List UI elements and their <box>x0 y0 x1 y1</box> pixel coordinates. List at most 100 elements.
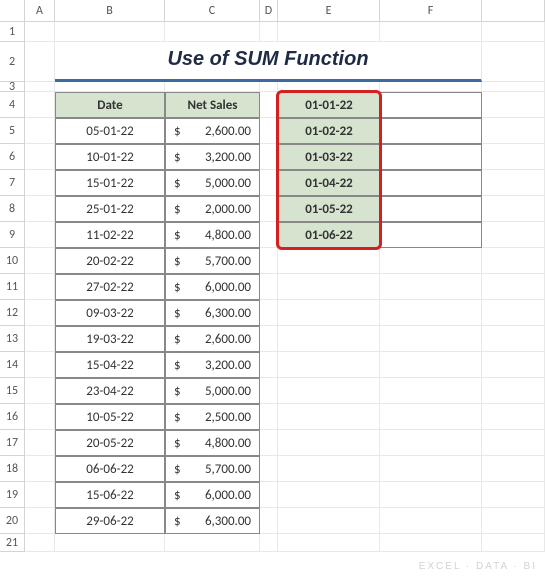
row-header-4[interactable]: 4 <box>0 92 25 118</box>
table-sales-13[interactable]: $5,700.00 <box>165 456 260 482</box>
cell-F3[interactable] <box>380 82 482 92</box>
table-sales-14[interactable]: $6,000.00 <box>165 482 260 508</box>
cell-D6[interactable] <box>260 144 278 170</box>
cell-D20[interactable] <box>260 508 278 534</box>
cell-blank5[interactable] <box>482 118 545 144</box>
cell-D5[interactable] <box>260 118 278 144</box>
cell-A3[interactable] <box>25 82 55 92</box>
row-header-21[interactable]: 21 <box>0 534 25 552</box>
cell-blank15[interactable] <box>482 378 545 404</box>
row-header-2[interactable]: 2 <box>0 42 25 82</box>
cell-blank21[interactable] <box>482 534 545 552</box>
cell-blank17[interactable] <box>482 430 545 456</box>
table-date-9[interactable]: 15-04-22 <box>55 352 165 378</box>
row-header-17[interactable]: 17 <box>0 430 25 456</box>
cell-D19[interactable] <box>260 482 278 508</box>
cell-E11[interactable] <box>278 274 380 300</box>
table-date-4[interactable]: 11-02-22 <box>55 222 165 248</box>
row-header-11[interactable]: 11 <box>0 274 25 300</box>
cell-E3[interactable] <box>278 82 380 92</box>
cell-A12[interactable] <box>25 300 55 326</box>
cell-A6[interactable] <box>25 144 55 170</box>
cell-blank9[interactable] <box>482 222 545 248</box>
table-date-11[interactable]: 10-05-22 <box>55 404 165 430</box>
cell-E13[interactable] <box>278 326 380 352</box>
cell-D9[interactable] <box>260 222 278 248</box>
table-date-5[interactable]: 20-02-22 <box>55 248 165 274</box>
cell-C1[interactable] <box>165 22 260 42</box>
table-sales-2[interactable]: $5,000.00 <box>165 170 260 196</box>
cell-blank6[interactable] <box>482 144 545 170</box>
row-header-14[interactable]: 14 <box>0 352 25 378</box>
row-header-3[interactable]: 3 <box>0 82 25 92</box>
cell-D18[interactable] <box>260 456 278 482</box>
cell-blank4[interactable] <box>482 92 545 118</box>
cell-A18[interactable] <box>25 456 55 482</box>
cell-A15[interactable] <box>25 378 55 404</box>
table-sales-5[interactable]: $5,700.00 <box>165 248 260 274</box>
cell-blank8[interactable] <box>482 196 545 222</box>
side-f-0[interactable] <box>380 92 482 118</box>
row-header-15[interactable]: 15 <box>0 378 25 404</box>
cell-A13[interactable] <box>25 326 55 352</box>
col-header-A[interactable]: A <box>25 0 55 22</box>
cell-D16[interactable] <box>260 404 278 430</box>
side-f-4[interactable] <box>380 196 482 222</box>
row-header-20[interactable]: 20 <box>0 508 25 534</box>
cell-F10[interactable] <box>380 248 482 274</box>
cell-D3[interactable] <box>260 82 278 92</box>
cell-F11[interactable] <box>380 274 482 300</box>
cell-E14[interactable] <box>278 352 380 378</box>
cell-E12[interactable] <box>278 300 380 326</box>
row-header-16[interactable]: 16 <box>0 404 25 430</box>
cell-D21[interactable] <box>260 534 278 552</box>
row-header-8[interactable]: 8 <box>0 196 25 222</box>
cell-B21[interactable] <box>55 534 165 552</box>
cell-F18[interactable] <box>380 456 482 482</box>
table-sales-8[interactable]: $2,600.00 <box>165 326 260 352</box>
cell-D13[interactable] <box>260 326 278 352</box>
cell-blank19[interactable] <box>482 482 545 508</box>
cell-A7[interactable] <box>25 170 55 196</box>
cell-D15[interactable] <box>260 378 278 404</box>
table-sales-9[interactable]: $3,200.00 <box>165 352 260 378</box>
cell-D11[interactable] <box>260 274 278 300</box>
cell-F17[interactable] <box>380 430 482 456</box>
table-sales-1[interactable]: $3,200.00 <box>165 144 260 170</box>
row-header-12[interactable]: 12 <box>0 300 25 326</box>
cell-blank7[interactable] <box>482 170 545 196</box>
cell-F16[interactable] <box>380 404 482 430</box>
cell-E10[interactable] <box>278 248 380 274</box>
cell-E1[interactable] <box>278 22 380 42</box>
cell-C21[interactable] <box>165 534 260 552</box>
table-date-13[interactable]: 06-06-22 <box>55 456 165 482</box>
cell-B3[interactable] <box>55 82 165 92</box>
table-date-3[interactable]: 25-01-22 <box>55 196 165 222</box>
row-header-19[interactable]: 19 <box>0 482 25 508</box>
cell-A14[interactable] <box>25 352 55 378</box>
cell-F13[interactable] <box>380 326 482 352</box>
cell-D1[interactable] <box>260 22 278 42</box>
table-date-10[interactable]: 23-04-22 <box>55 378 165 404</box>
cell-D4[interactable] <box>260 92 278 118</box>
cell-A19[interactable] <box>25 482 55 508</box>
col-header-F[interactable]: F <box>380 0 482 22</box>
cell-blank10[interactable] <box>482 248 545 274</box>
cell-F1[interactable] <box>380 22 482 42</box>
cell-A20[interactable] <box>25 508 55 534</box>
col-header-E[interactable]: E <box>278 0 380 22</box>
table-sales-6[interactable]: $6,000.00 <box>165 274 260 300</box>
cell-F14[interactable] <box>380 352 482 378</box>
cell-A10[interactable] <box>25 248 55 274</box>
side-f-3[interactable] <box>380 170 482 196</box>
cell-D17[interactable] <box>260 430 278 456</box>
cell-blank1[interactable] <box>482 22 545 42</box>
cell-blank13[interactable] <box>482 326 545 352</box>
cell-blank11[interactable] <box>482 274 545 300</box>
side-f-1[interactable] <box>380 118 482 144</box>
table-sales-4[interactable]: $4,800.00 <box>165 222 260 248</box>
side-f-2[interactable] <box>380 144 482 170</box>
cell-A5[interactable] <box>25 118 55 144</box>
cell-A4[interactable] <box>25 92 55 118</box>
cell-F19[interactable] <box>380 482 482 508</box>
